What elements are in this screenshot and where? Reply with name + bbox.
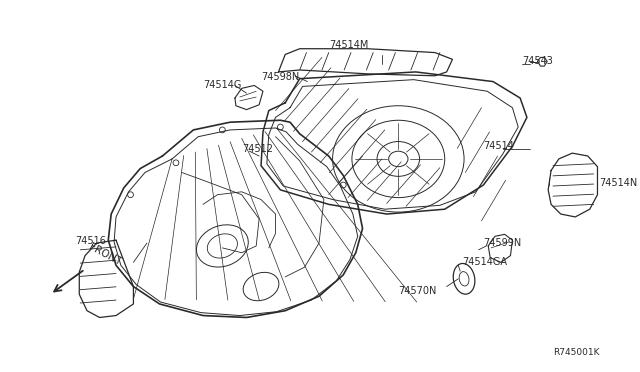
Text: 74514N: 74514N	[600, 178, 637, 188]
Text: 74514: 74514	[483, 141, 515, 151]
Text: 74514GA: 74514GA	[462, 257, 507, 267]
Text: 74512: 74512	[242, 144, 273, 154]
Text: 74514G: 74514G	[203, 80, 241, 90]
Text: 74543: 74543	[522, 56, 553, 66]
Text: 74514M: 74514M	[329, 40, 368, 50]
Text: 74598N: 74598N	[261, 72, 300, 82]
Text: 74599N: 74599N	[483, 238, 522, 248]
Text: FRONT: FRONT	[87, 242, 123, 267]
Text: R745001K: R745001K	[553, 348, 600, 357]
Text: 74570N: 74570N	[399, 286, 437, 296]
Text: 74516: 74516	[76, 236, 106, 246]
